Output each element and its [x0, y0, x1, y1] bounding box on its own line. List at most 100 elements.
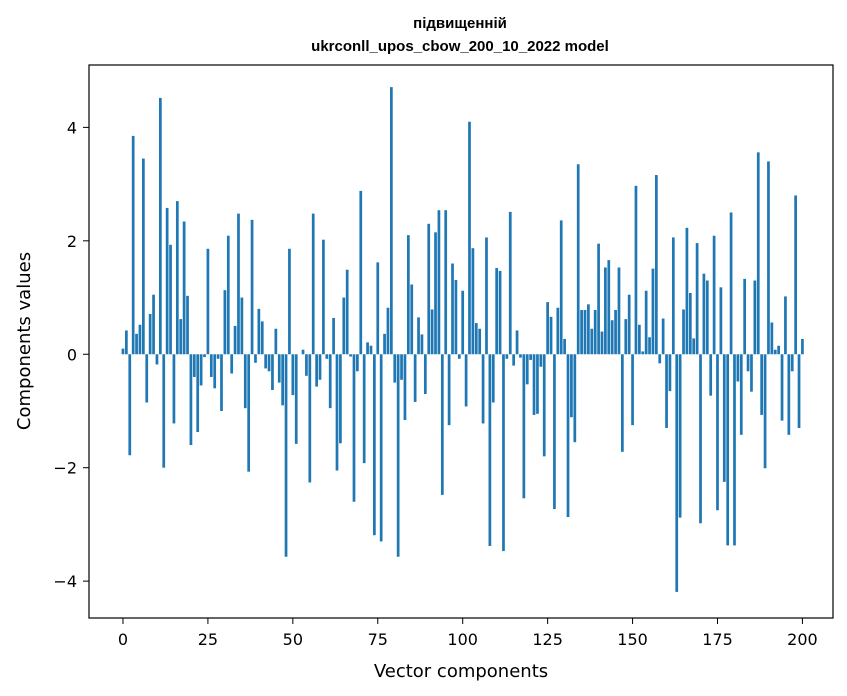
bar — [498, 270, 502, 355]
bar — [784, 296, 787, 355]
bar — [709, 354, 713, 396]
bar — [600, 331, 604, 355]
bar — [206, 248, 210, 355]
bar — [362, 354, 366, 464]
bar — [393, 354, 397, 383]
bar — [583, 310, 587, 355]
bar — [539, 354, 543, 367]
bar — [175, 201, 179, 355]
bar — [366, 342, 369, 355]
bar — [396, 354, 400, 557]
bar — [423, 354, 427, 394]
bar — [288, 248, 291, 355]
bar — [597, 243, 600, 355]
bar — [373, 354, 376, 536]
bar — [406, 235, 410, 355]
bar — [213, 354, 217, 389]
bar — [308, 354, 312, 483]
bar — [722, 354, 726, 482]
bar — [464, 354, 468, 407]
bars-group — [121, 87, 804, 592]
bar — [240, 297, 244, 355]
bar — [787, 354, 791, 435]
bar — [529, 354, 532, 360]
bar — [318, 354, 322, 380]
bar — [627, 294, 631, 355]
bar — [580, 310, 583, 355]
bar — [790, 354, 794, 372]
bar — [705, 280, 709, 355]
bar — [305, 354, 308, 376]
bar — [729, 212, 733, 355]
bar — [688, 293, 692, 355]
bar — [179, 319, 183, 355]
bar — [610, 320, 614, 355]
bar — [668, 354, 672, 392]
bar — [563, 338, 566, 355]
bar — [233, 325, 237, 355]
bar — [294, 354, 298, 444]
bar — [481, 354, 485, 424]
bar — [593, 310, 597, 355]
bar — [376, 262, 380, 355]
bar — [654, 175, 658, 355]
bar — [607, 260, 611, 355]
x-axis-label: Vector components — [374, 661, 548, 682]
bar — [247, 354, 251, 472]
bar — [383, 333, 386, 355]
bar — [801, 338, 804, 355]
bar — [573, 354, 577, 443]
bar — [301, 349, 305, 355]
bar — [352, 354, 356, 502]
y-tick-label: 2 — [67, 232, 77, 251]
bar — [315, 354, 318, 387]
bar — [243, 354, 247, 409]
bar — [644, 290, 648, 355]
bar — [702, 273, 706, 355]
bar — [641, 351, 645, 355]
bar — [250, 219, 254, 355]
bar — [519, 354, 522, 358]
bar — [665, 354, 668, 428]
bar — [410, 284, 414, 355]
bar — [142, 158, 145, 355]
bar — [719, 287, 723, 355]
bar — [777, 345, 780, 355]
bar — [753, 280, 757, 355]
bar — [746, 354, 750, 372]
bar — [199, 354, 203, 386]
bar — [549, 316, 553, 355]
bar — [658, 354, 662, 364]
y-tick-label: −2 — [53, 459, 77, 478]
bar — [631, 354, 634, 426]
bar — [590, 328, 594, 355]
bar — [260, 321, 264, 355]
bar — [121, 348, 125, 355]
bar — [712, 235, 716, 355]
bar — [695, 243, 699, 355]
bar — [576, 164, 580, 355]
bar — [621, 354, 624, 452]
bar — [342, 297, 346, 355]
chart-title: підвищенній — [413, 15, 507, 32]
bar — [226, 235, 230, 355]
bar — [624, 319, 628, 355]
bar — [209, 354, 213, 377]
bar — [158, 97, 162, 355]
y-tick-label: 0 — [67, 345, 77, 364]
bar — [556, 307, 560, 355]
x-axis-ticks: 0 25 50 75 100 125 150 175 200 — [118, 618, 818, 649]
bar — [756, 152, 760, 355]
bar — [451, 263, 454, 355]
bar — [617, 267, 621, 355]
bar — [267, 354, 271, 372]
bar — [172, 354, 176, 424]
bar — [692, 338, 696, 355]
bar — [794, 195, 797, 355]
bar — [566, 354, 570, 518]
bar — [125, 330, 128, 355]
bar — [699, 354, 702, 524]
bar — [671, 237, 675, 355]
bar — [570, 354, 573, 418]
